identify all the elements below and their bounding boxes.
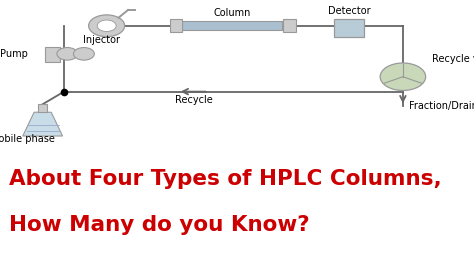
Circle shape	[97, 20, 116, 31]
Text: Fraction/Drain: Fraction/Drain	[409, 101, 474, 111]
Text: Injector: Injector	[83, 35, 120, 45]
Bar	[45, 47, 60, 61]
Circle shape	[73, 47, 94, 60]
Bar	[283, 20, 296, 32]
Polygon shape	[23, 112, 63, 136]
Text: About Four Types of HPLC Columns,: About Four Types of HPLC Columns,	[9, 169, 442, 188]
Text: Recycle valve: Recycle valve	[432, 54, 474, 64]
Bar	[182, 22, 282, 30]
Bar	[170, 20, 182, 32]
Text: Detector: Detector	[328, 6, 370, 16]
Text: Pump: Pump	[0, 49, 28, 59]
Text: Column: Column	[214, 8, 251, 18]
Text: Mobile phase: Mobile phase	[0, 134, 55, 144]
Bar	[38, 104, 47, 112]
Circle shape	[380, 63, 426, 90]
Circle shape	[89, 15, 125, 37]
Circle shape	[57, 47, 78, 60]
Bar	[334, 19, 364, 37]
Text: How Many do you Know?: How Many do you Know?	[9, 215, 310, 235]
Text: Recycle: Recycle	[175, 95, 213, 105]
